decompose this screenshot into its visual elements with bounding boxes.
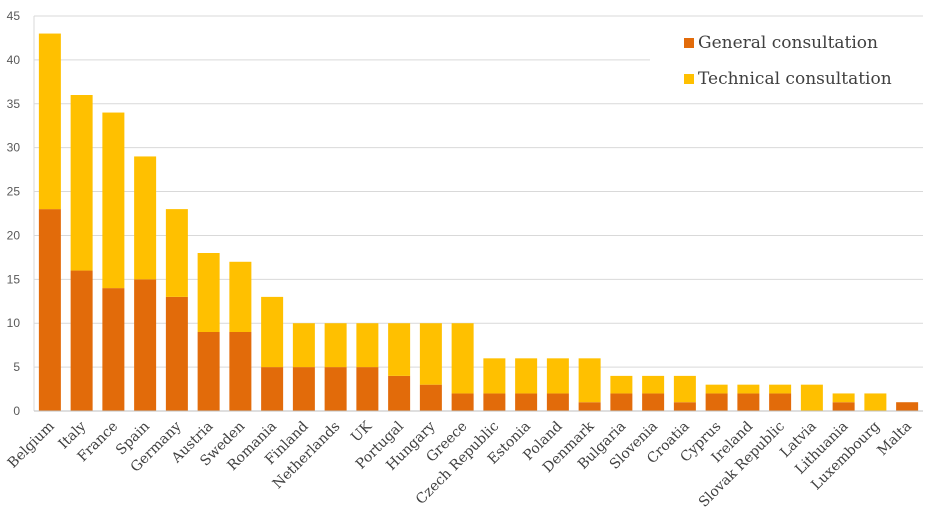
bar-general-consultation — [610, 393, 633, 411]
bar-technical-consultation — [261, 296, 284, 368]
bar-general-consultation — [896, 402, 919, 411]
y-tick-labels: 0 5 10 15 20 25 30 35 40 45 — [7, 9, 21, 418]
bar-general-consultation — [546, 393, 569, 411]
y-tick-label: 10 — [7, 316, 21, 330]
y-tick-label: 25 — [7, 185, 21, 199]
y-tick-label: 0 — [13, 404, 20, 418]
axes — [33, 16, 923, 412]
bar-general-consultation — [165, 296, 188, 411]
bar-technical-consultation — [610, 375, 633, 394]
bar-technical-consultation — [705, 384, 728, 394]
legend-swatch-technical — [684, 74, 694, 84]
bar-technical-consultation — [419, 323, 442, 385]
y-tick-label: 45 — [7, 9, 21, 23]
bars — [38, 33, 919, 411]
bar-general-consultation — [483, 393, 506, 411]
bar-technical-consultation — [134, 156, 157, 280]
bar-technical-consultation — [70, 95, 93, 271]
y-tick-label: 20 — [7, 228, 21, 242]
bar-technical-consultation — [864, 393, 887, 411]
x-tick-labels: BelgiumItalyFranceSpainGermanyAustriaSwe… — [5, 418, 915, 510]
bar-technical-consultation — [356, 323, 379, 368]
bar-general-consultation — [769, 393, 792, 411]
bar-technical-consultation — [292, 323, 315, 368]
bar-technical-consultation — [832, 393, 855, 403]
bar-technical-consultation — [483, 358, 506, 394]
bar-general-consultation — [419, 384, 442, 411]
bar-general-consultation — [292, 367, 315, 411]
y-tick-label: 5 — [13, 360, 20, 374]
bar-technical-consultation — [546, 358, 569, 394]
y-tick-label: 15 — [7, 272, 21, 286]
bar-general-consultation — [102, 288, 125, 411]
y-tick-label: 30 — [7, 141, 21, 155]
bar-technical-consultation — [451, 323, 474, 394]
bar-technical-consultation — [388, 323, 411, 376]
x-tick-label: Malta — [875, 419, 915, 459]
legend-swatch-general — [684, 38, 694, 48]
legend: General consultation Technical consultat… — [650, 22, 930, 100]
bar-general-consultation — [832, 402, 855, 411]
bar-technical-consultation — [578, 358, 601, 403]
bar-general-consultation — [134, 279, 157, 411]
bar-general-consultation — [388, 375, 411, 411]
bar-general-consultation — [642, 393, 665, 411]
bar-technical-consultation — [737, 384, 760, 394]
bar-general-consultation — [515, 393, 538, 411]
bar-technical-consultation — [515, 358, 538, 394]
bar-technical-consultation — [38, 33, 61, 210]
bar-general-consultation — [197, 332, 220, 411]
bar-general-consultation — [324, 367, 347, 411]
legend-background — [650, 22, 930, 100]
bar-general-consultation — [673, 402, 696, 411]
bar-technical-consultation — [642, 375, 665, 394]
bar-general-consultation — [261, 367, 284, 411]
bar-technical-consultation — [165, 209, 188, 297]
bar-technical-consultation — [769, 384, 792, 394]
bar-general-consultation — [705, 393, 728, 411]
bar-general-consultation — [70, 270, 93, 411]
bar-general-consultation — [356, 367, 379, 411]
bar-technical-consultation — [324, 323, 347, 368]
bar-technical-consultation — [102, 112, 125, 289]
y-tick-label: 40 — [7, 53, 21, 67]
bar-general-consultation — [451, 393, 474, 411]
y-tick-label: 35 — [7, 97, 21, 111]
bar-technical-consultation — [673, 375, 696, 403]
legend-label-general: General consultation — [698, 33, 878, 53]
bar-general-consultation — [578, 402, 601, 411]
bar-technical-consultation — [197, 253, 220, 332]
bar-technical-consultation — [800, 384, 823, 411]
x-tick-label: Belgium — [5, 419, 58, 472]
bar-general-consultation — [229, 332, 252, 411]
bar-general-consultation — [38, 209, 61, 411]
bar-technical-consultation — [229, 261, 252, 332]
legend-label-technical: Technical consultation — [698, 69, 892, 89]
bar-general-consultation — [737, 393, 760, 411]
